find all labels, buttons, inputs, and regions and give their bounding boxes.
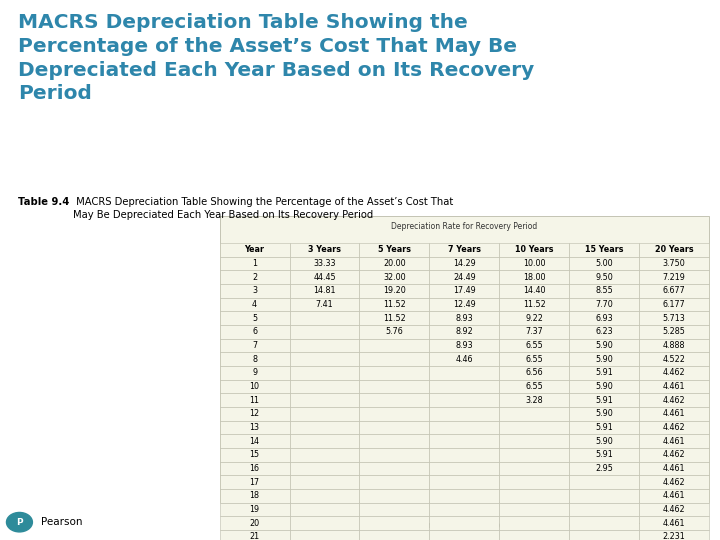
Text: Depreciation Rate for Recovery Period: Depreciation Rate for Recovery Period bbox=[391, 222, 538, 232]
Text: P: P bbox=[16, 518, 23, 526]
Text: Copyright © 2021 Pearson Education, Inc. All Rights Reserved.: Copyright © 2021 Pearson Education, Inc.… bbox=[404, 521, 702, 530]
Text: Pearson: Pearson bbox=[41, 517, 83, 527]
Text: MACRS Depreciation Table Showing the
Percentage of the Asset’s Cost That May Be
: MACRS Depreciation Table Showing the Per… bbox=[18, 14, 534, 103]
Circle shape bbox=[6, 512, 32, 532]
Text: MACRS Depreciation Table Showing the Percentage of the Asset’s Cost That
May Be : MACRS Depreciation Table Showing the Per… bbox=[73, 197, 454, 220]
Bar bbox=[220, 216, 709, 502]
Text: Table 9.4: Table 9.4 bbox=[18, 197, 69, 207]
